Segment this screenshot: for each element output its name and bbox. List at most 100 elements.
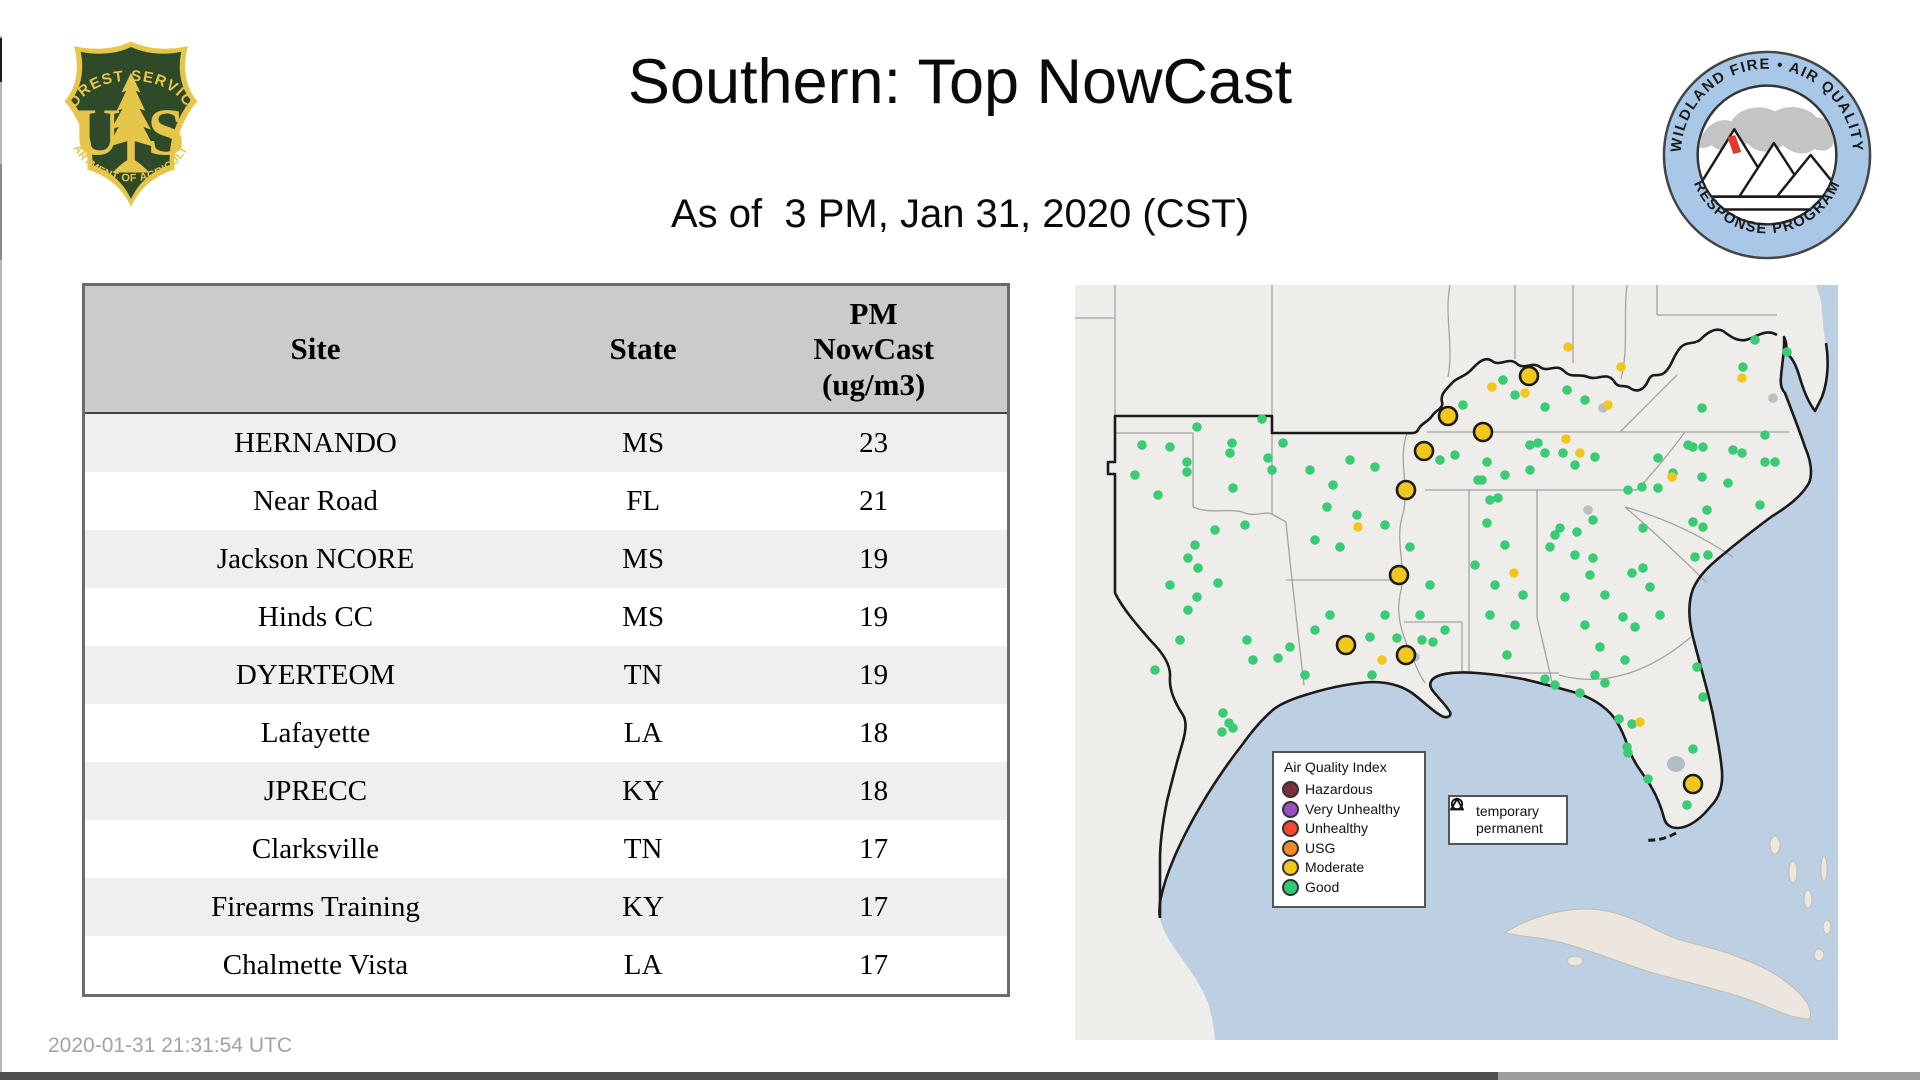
good-site-dot	[1653, 453, 1663, 463]
good-site-dot	[1322, 502, 1332, 512]
top-nowcast-site-marker	[1388, 564, 1410, 586]
good-site-dot	[1637, 482, 1647, 492]
good-site-dot	[1782, 347, 1792, 357]
good-site-dot	[1688, 517, 1698, 527]
good-site-dot	[1150, 665, 1160, 675]
fs-logo-us-left: U	[73, 96, 121, 169]
cell-state: MS	[546, 413, 741, 472]
good-site-dot	[1585, 570, 1595, 580]
good-site-dot	[1525, 465, 1535, 475]
good-site-dot	[1738, 362, 1748, 372]
good-site-dot	[1560, 592, 1570, 602]
moderate-site-dot	[1635, 717, 1645, 727]
aqi-legend: Air Quality Index Hazardous Very Unhealth…	[1272, 751, 1426, 908]
forest-service-shield-icon: FOREST SERVICE DEPARTMENT OF AGRICULTURE…	[49, 26, 198, 207]
aqi-legend-label: Hazardous	[1305, 781, 1373, 798]
table-row: Hinds CC MS 19	[83, 588, 1009, 646]
good-site-dot	[1227, 438, 1237, 448]
good-site-dot	[1645, 582, 1655, 592]
page-subtitle: As of 3 PM, Jan 31, 2020 (CST)	[670, 192, 1250, 236]
good-site-dot	[1285, 642, 1295, 652]
good-site-dot	[1643, 774, 1653, 784]
bottom-bar-dark	[0, 1072, 1498, 1080]
cell-value: 18	[740, 704, 1009, 762]
island	[1820, 855, 1828, 883]
good-site-dot	[1440, 625, 1450, 635]
region-map: Air Quality Index Hazardous Very Unhealth…	[1075, 285, 1838, 1040]
good-site-dot	[1425, 580, 1435, 590]
good-site-dot	[1555, 523, 1565, 533]
island	[1788, 860, 1798, 884]
good-site-dot	[1525, 440, 1535, 450]
cell-state: MS	[546, 588, 741, 646]
good-site-dot	[1723, 478, 1733, 488]
top-nowcast-table: Site State PM NowCast (ug/m3) HERNANDO MS…	[82, 283, 1010, 997]
good-site-dot	[1485, 495, 1495, 505]
generated-timestamp: 2020-01-31 21:31:54 UTC	[48, 1034, 292, 1057]
good-site-dot	[1240, 520, 1250, 530]
good-site-dot	[1760, 430, 1770, 440]
pine-tree-icon	[108, 72, 154, 173]
map-canvas	[1075, 285, 1838, 1040]
good-site-dot	[1510, 390, 1520, 400]
good-site-dot	[1698, 442, 1708, 452]
top-nowcast-site-marker	[1437, 405, 1459, 427]
aqi-legend-label: Unhealthy	[1305, 820, 1369, 837]
good-site-dot	[1737, 448, 1747, 458]
cell-state: KY	[546, 878, 741, 936]
good-site-dot	[1540, 402, 1550, 412]
table-row: Chalmette Vista LA 17	[83, 936, 1009, 996]
moderate-site-dot	[1667, 472, 1677, 482]
pm-header-line2: NowCast	[813, 331, 934, 367]
cell-site: DYERTEOM	[83, 646, 546, 704]
cuba-landmass	[1503, 908, 1812, 1020]
good-site-dot	[1493, 493, 1503, 503]
pm-header-line1: PM	[849, 295, 898, 331]
good-site-dot	[1380, 610, 1390, 620]
island	[1566, 955, 1584, 967]
cell-value: 17	[740, 820, 1009, 878]
good-site-dot	[1470, 560, 1480, 570]
good-site-dot	[1627, 719, 1637, 729]
good-site-dot	[1165, 580, 1175, 590]
cell-state: KY	[546, 762, 741, 820]
moderate-site-dot	[1353, 522, 1363, 532]
good-site-dot	[1242, 635, 1252, 645]
cell-site: Lafayette	[83, 704, 546, 762]
site-type-legend: temporary permanent	[1448, 795, 1568, 845]
good-site-dot	[1562, 385, 1572, 395]
good-site-dot	[1380, 520, 1390, 530]
good-site-dot	[1190, 540, 1200, 550]
table-row: DYERTEOM TN 19	[83, 646, 1009, 704]
good-site-dot	[1703, 550, 1713, 560]
moderate-site-dot	[1509, 568, 1519, 578]
left-edge-mark	[0, 38, 2, 82]
cell-value: 19	[740, 530, 1009, 588]
aqi-legend-items: Hazardous Very Unhealthy Unhealthy USG Moder…	[1280, 781, 1418, 896]
table-row: Firearms Training KY 17	[83, 878, 1009, 936]
aqi-legend-item: Good	[1280, 879, 1418, 896]
good-site-dot	[1182, 467, 1192, 477]
cell-state: FL	[546, 472, 741, 530]
aqi-legend-label: Moderate	[1305, 859, 1365, 876]
moderate-site-dot	[1377, 655, 1387, 665]
good-site-dot	[1572, 527, 1582, 537]
region-border-coast	[1158, 335, 1829, 919]
good-site-dot	[1588, 515, 1598, 525]
good-site-dot	[1153, 490, 1163, 500]
good-site-dot	[1182, 457, 1192, 467]
table-body: HERNANDO MS 23 Near Road FL 21 Jackson NCORE MS…	[83, 413, 1009, 996]
good-site-dot	[1518, 590, 1528, 600]
cell-state: LA	[546, 704, 741, 762]
good-site-dot	[1510, 620, 1520, 630]
pm-header-line3: (ug/m3)	[821, 366, 926, 402]
moderate-site-dot	[1575, 448, 1585, 458]
aqi-legend-label: Good	[1305, 878, 1340, 895]
inactive-site-dot	[1583, 505, 1593, 515]
moderate-site-dot	[1563, 342, 1573, 352]
good-site-dot	[1392, 633, 1402, 643]
cell-value: 19	[740, 646, 1009, 704]
top-nowcast-site-marker	[1395, 479, 1417, 501]
aqi-legend-label: USG	[1305, 839, 1336, 856]
good-site-dot	[1702, 505, 1712, 515]
